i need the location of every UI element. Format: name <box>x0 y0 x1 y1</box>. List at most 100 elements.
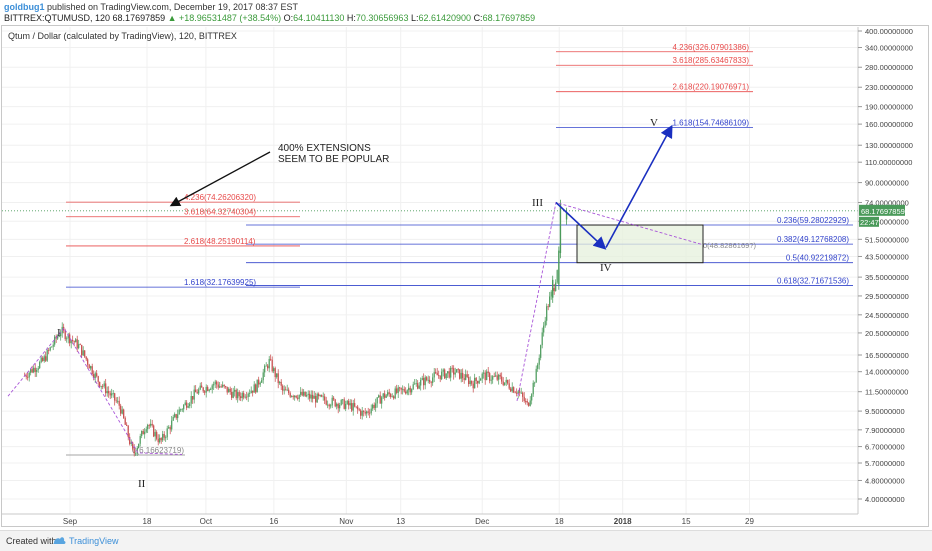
candle-body <box>507 379 509 384</box>
candle-body <box>421 377 423 381</box>
candle-body <box>85 356 87 360</box>
x-tick-label: Nov <box>339 517 353 526</box>
candle-body <box>247 393 249 397</box>
y-tick-label: 130.00000000 <box>865 141 913 150</box>
price-change: ▲ +18.96531487 (+38.54%) <box>167 13 282 23</box>
candle-body <box>265 365 267 367</box>
candle-body <box>124 417 126 425</box>
candle-body <box>163 433 165 438</box>
candle-body <box>258 379 260 385</box>
candle-body <box>195 389 197 393</box>
fib-level-label: 2.618(220.19076971) <box>672 83 749 92</box>
candle-body <box>42 357 44 361</box>
candle-body <box>474 377 476 389</box>
candle-body <box>141 430 143 437</box>
candle-body <box>511 387 513 392</box>
candle-body <box>481 373 483 379</box>
candle-body <box>480 378 482 381</box>
fib-level-label: 1.618(154.74686109) <box>672 119 749 128</box>
candle-body <box>150 423 152 426</box>
fib-level-label: 0.236(59.28022929) <box>777 216 849 225</box>
candle-body <box>504 382 506 385</box>
y-tick-label: 61.50000000 <box>865 217 909 226</box>
candle-body <box>87 359 89 365</box>
candle-body <box>204 391 206 393</box>
candle-body <box>193 389 195 400</box>
candle-body <box>175 414 177 419</box>
tradingview-link[interactable]: TradingView <box>69 536 119 546</box>
candle-body <box>543 325 545 333</box>
candle-body <box>298 394 300 399</box>
wave-label-iii: III <box>532 197 543 209</box>
candle-body <box>354 403 356 407</box>
y-tick-label: 51.50000000 <box>865 235 909 244</box>
candle-body <box>360 410 362 416</box>
candle-body <box>250 390 252 393</box>
candle-body <box>187 406 189 408</box>
fib-levels: 4.236(326.07901386) 3.618(285.63467833) 2.… <box>2 43 858 456</box>
candle-body <box>435 372 437 374</box>
candle-body <box>486 371 488 381</box>
candle-body <box>417 383 419 389</box>
candle-body <box>168 427 170 429</box>
candle-body <box>523 396 525 401</box>
candle-body <box>552 279 554 298</box>
candle-body <box>103 383 105 387</box>
candle-body <box>108 391 110 394</box>
candle-body <box>100 385 102 387</box>
y-tick-label: 110.00000000 <box>865 158 912 167</box>
candle-body <box>475 377 477 381</box>
price-chart[interactable]: 4.236(326.07901386) 3.618(285.63467833) 2.… <box>0 0 932 528</box>
candle-body <box>301 391 303 396</box>
candle-body <box>366 411 368 414</box>
candle-body <box>151 423 153 426</box>
candle-body <box>429 379 431 383</box>
candle-body <box>333 397 335 400</box>
annotation-line-1: 400% EXTENSIONS <box>278 143 371 154</box>
candle-body <box>27 376 29 378</box>
low-label: L: <box>410 13 419 23</box>
candle-body <box>490 379 492 381</box>
candle-body <box>516 392 518 394</box>
candle-body <box>223 384 225 387</box>
fib-level-label: 2.618(48.25190114) <box>184 237 256 246</box>
candle-body <box>492 376 494 380</box>
candle-body <box>550 291 552 297</box>
candle-body <box>205 386 207 393</box>
y-tick-label: 90.00000000 <box>865 179 909 188</box>
candle-body <box>217 384 219 388</box>
candle-body <box>508 383 510 389</box>
candles <box>24 199 568 457</box>
candle-body <box>240 396 242 399</box>
candle-body <box>36 370 38 372</box>
candle-body <box>235 389 237 399</box>
grid <box>2 27 858 514</box>
candle-body <box>538 357 540 365</box>
candle-body <box>192 396 194 400</box>
candle-body <box>558 250 560 285</box>
candle-body <box>414 383 416 385</box>
fib-level-label: 0.5(40.92219872) <box>786 254 850 263</box>
candle-body <box>465 374 467 380</box>
candle-body <box>439 375 441 380</box>
candle-body <box>513 387 515 393</box>
candle-body <box>282 385 284 391</box>
candle-body <box>345 403 347 409</box>
candle-body <box>93 374 95 378</box>
candle-body <box>297 397 299 399</box>
candle-body <box>310 394 312 399</box>
candle-body <box>181 409 183 411</box>
candle-body <box>441 371 443 380</box>
candle-body <box>210 389 212 391</box>
candle-body <box>369 412 371 414</box>
author-link[interactable]: goldbug1 <box>4 2 45 12</box>
candle-body <box>420 380 422 386</box>
candle-body <box>391 396 393 398</box>
candle-body <box>111 393 113 396</box>
candle-body <box>109 393 111 396</box>
candle-body <box>498 374 500 380</box>
candle-body <box>451 367 453 369</box>
candle-body <box>522 392 524 397</box>
candle-body <box>549 296 551 307</box>
candle-body <box>339 404 341 409</box>
